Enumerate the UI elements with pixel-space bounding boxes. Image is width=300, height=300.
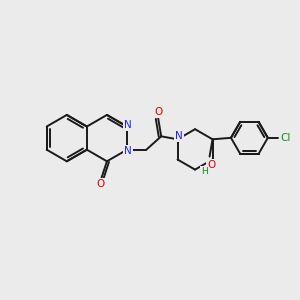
Text: N: N bbox=[124, 146, 132, 156]
Text: Cl: Cl bbox=[280, 133, 291, 143]
Text: O: O bbox=[207, 160, 215, 170]
Text: O: O bbox=[154, 107, 162, 117]
Text: H: H bbox=[201, 167, 208, 176]
Text: O: O bbox=[97, 179, 105, 189]
Text: N: N bbox=[124, 120, 132, 130]
Text: N: N bbox=[175, 131, 183, 141]
